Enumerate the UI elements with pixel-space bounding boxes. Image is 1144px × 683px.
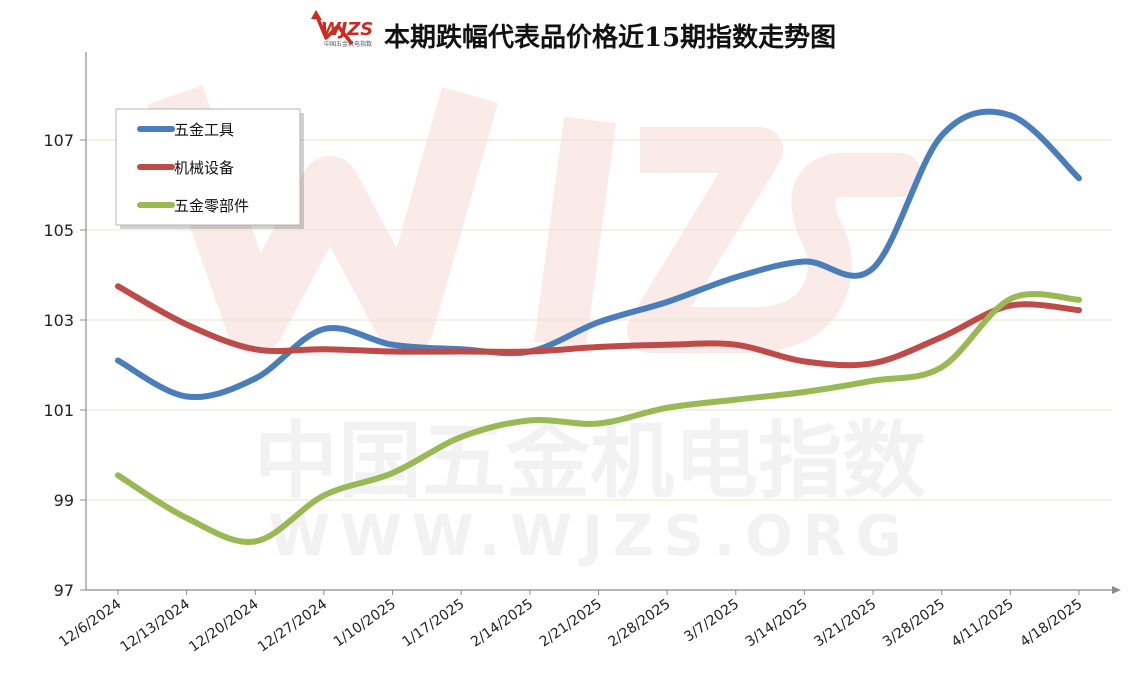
y-tick-label: 101 xyxy=(43,401,74,420)
data-point xyxy=(184,515,189,521)
data-point xyxy=(184,394,189,399)
series-line-0 xyxy=(115,108,1082,401)
data-point xyxy=(253,376,258,381)
logo-subtext: 中国五金机电指数 xyxy=(324,40,372,48)
legend-label: 五金工具 xyxy=(174,121,234,139)
watermark: 中国五金机电指数 WWW.WJZS.ORG xyxy=(147,85,926,569)
data-point xyxy=(321,347,327,352)
data-point xyxy=(390,349,395,354)
data-point xyxy=(870,266,876,271)
data-point xyxy=(1008,296,1013,302)
x-axis-arrow xyxy=(1112,586,1121,594)
data-point xyxy=(1008,113,1013,118)
data-point xyxy=(253,539,258,544)
data-point xyxy=(184,322,189,327)
legend-label: 五金零部件 xyxy=(174,197,249,215)
data-point xyxy=(1008,303,1013,308)
watermark-line2: WWW.WJZS.ORG xyxy=(268,504,912,569)
data-point xyxy=(1076,307,1082,313)
data-point xyxy=(596,421,601,426)
data-point xyxy=(115,284,121,289)
data-point xyxy=(733,342,738,347)
data-point xyxy=(390,342,395,347)
x-tick-label: 12/6/2024 xyxy=(56,596,124,650)
x-tick-label: 2/28/2025 xyxy=(605,596,673,650)
data-point xyxy=(939,133,944,138)
x-tick-label: 3/14/2025 xyxy=(743,596,811,650)
x-tick-label: 12/27/2024 xyxy=(255,596,330,655)
data-point xyxy=(802,389,807,395)
data-point xyxy=(321,326,327,332)
x-tick-label: 4/11/2025 xyxy=(949,596,1017,650)
x-tick-label: 2/14/2025 xyxy=(468,596,536,650)
data-point xyxy=(870,361,876,366)
data-point xyxy=(115,473,121,478)
data-point xyxy=(939,334,944,340)
x-tick-label: 3/21/2025 xyxy=(811,596,879,650)
logo-text: WJZS xyxy=(321,19,374,40)
data-point xyxy=(733,397,738,402)
data-point xyxy=(939,365,944,370)
y-tick-label: 107 xyxy=(43,131,74,150)
x-tick-label: 3/28/2025 xyxy=(880,596,948,650)
data-point xyxy=(664,299,670,305)
data-point xyxy=(664,342,670,347)
y-tick-label: 105 xyxy=(43,221,74,240)
watermark-line1: 中国五金机电指数 xyxy=(254,412,926,510)
data-point xyxy=(115,358,121,363)
data-point xyxy=(802,259,807,264)
data-point xyxy=(596,344,601,350)
x-tick-label: 12/13/2024 xyxy=(118,596,193,655)
legend-label: 机械设备 xyxy=(174,159,234,177)
data-point xyxy=(527,349,533,354)
logo: WJZS 中国五金机电指数 xyxy=(311,10,373,48)
x-tick-label: 1/17/2025 xyxy=(400,596,468,650)
data-point xyxy=(527,418,533,423)
y-axis-ticks: 97 99 101 103 105 107 xyxy=(43,131,86,600)
data-point xyxy=(459,349,464,354)
x-tick-label: 3/7/2025 xyxy=(681,596,742,645)
data-point xyxy=(459,434,464,440)
data-point xyxy=(1076,176,1082,181)
data-point xyxy=(664,405,670,410)
data-point xyxy=(733,275,738,280)
chart-title: 本期跌幅代表品价格近15期指数走势图 xyxy=(384,22,836,53)
data-point xyxy=(321,493,327,498)
y-tick-label: 99 xyxy=(54,491,74,510)
x-tick-label: 2/21/2025 xyxy=(537,596,605,650)
x-tick-label: 1/10/2025 xyxy=(331,596,399,650)
y-tick-label: 103 xyxy=(43,311,74,330)
series-lines xyxy=(115,108,1082,545)
x-tick-label: 12/20/2024 xyxy=(186,596,261,655)
data-point xyxy=(253,347,258,352)
y-tick-label: 97 xyxy=(54,581,74,600)
logo-arrow-icon xyxy=(314,13,354,46)
x-tick-label: 4/18/2025 xyxy=(1017,596,1085,650)
data-point xyxy=(390,470,395,476)
data-point xyxy=(1076,297,1082,302)
data-point xyxy=(870,378,876,383)
data-point xyxy=(596,320,601,325)
data-point xyxy=(802,359,807,364)
